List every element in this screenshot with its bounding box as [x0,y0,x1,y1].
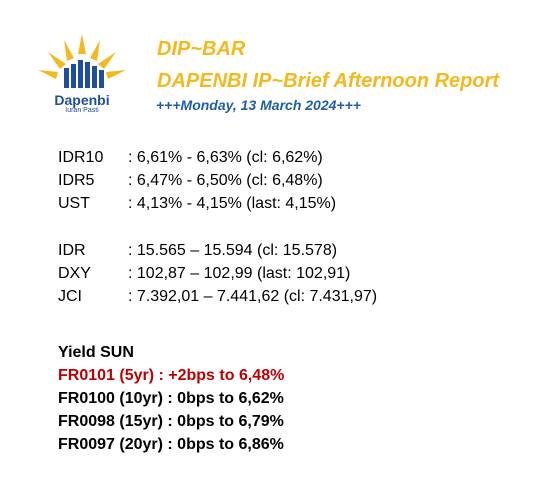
rate-label: DXY [58,265,91,282]
report-title: DIP~BAR [157,38,246,60]
report-date: +++Monday, 13 March 2024+++ [156,97,361,113]
rate-value: : 7.392,01 – 7.441,62 (cl: 7.431,97) [128,288,378,305]
report-subtitle: DAPENBI IP~Brief Afternoon Report [157,70,500,92]
rate-label: IDR [58,242,86,259]
yield-sun-section: Yield SUN FR0101 (5yr) : +2bps to 6,48% … [58,341,284,456]
logo-name: Dapenbi [54,92,110,108]
rate-label: UST [58,195,90,212]
rate-value: : 6,61% - 6,63% (cl: 6,62%) [128,149,323,166]
yield-title: Yield SUN [58,344,134,361]
yield-row-highlight: FR0101 (5yr) : +2bps to 6,48% [58,367,285,384]
rate-row: IDR : 15.565 – 15.594 (cl: 15.578) [58,239,377,262]
rate-row: UST : 4,13% - 4,15% (last: 4,15%) [58,192,336,215]
rate-label: JCI [58,288,82,305]
rate-value: : 102,87 – 102,99 (last: 102,91) [128,265,351,282]
sun-logo-icon [38,34,126,88]
rates-block-bonds: IDR10 : 6,61% - 6,63% (cl: 6,62%) IDR5 : 6… [58,146,336,215]
rate-row: IDR10 : 6,61% - 6,63% (cl: 6,62%) [58,146,336,169]
rate-row: DXY : 102,87 – 102,99 (last: 102,91) [58,262,377,285]
rate-label: IDR10 [58,149,104,166]
yield-row: FR0098 (15yr) : 0bps to 6,79% [58,413,284,430]
rate-label: IDR5 [58,172,95,189]
logo-tagline: Iuran Pasti [65,107,99,114]
dapenbi-logo: Dapenbi Iuran Pasti [34,32,130,118]
rate-value: : 15.565 – 15.594 (cl: 15.578) [128,242,338,259]
rate-row: IDR5 : 6,47% - 6,50% (cl: 6,48%) [58,169,336,192]
rate-value: : 4,13% - 4,15% (last: 4,15%) [128,195,337,212]
rate-value: : 6,47% - 6,50% (cl: 6,48%) [128,172,323,189]
yield-row: FR0100 (10yr) : 0bps to 6,62% [58,390,284,407]
rate-row: JCI : 7.392,01 – 7.441,62 (cl: 7.431,97) [58,285,377,308]
rates-block-markets: IDR : 15.565 – 15.594 (cl: 15.578) DXY : 1… [58,239,377,308]
yield-row: FR0097 (20yr) : 0bps to 6,86% [58,436,284,453]
